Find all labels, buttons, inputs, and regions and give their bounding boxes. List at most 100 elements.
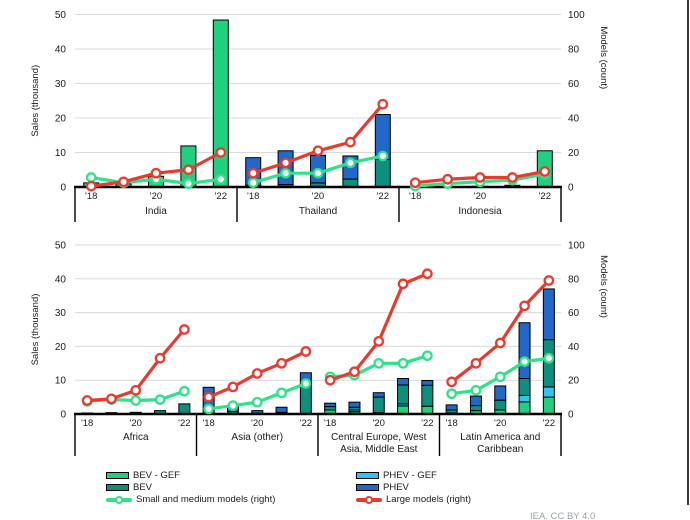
top-chart: 0 10 20 30 40 50 0 20 40 60 80 100 Sales (thousand) M… <box>30 10 609 222</box>
large-models-line-marker <box>539 166 551 177</box>
panel-label: Asia (other) <box>231 432 283 443</box>
legend-column-left: BEV - GEF BEV Small and medium models (r… <box>106 469 275 506</box>
large-models-line-marker <box>345 136 356 148</box>
bar-segment-bev <box>374 158 391 188</box>
year-tick-label: '22 <box>543 418 555 429</box>
left-axis-title: Sales (thousand) <box>30 294 41 366</box>
bar-segment-bev_gef <box>542 396 555 415</box>
small-medium-models-line-marker <box>247 177 259 189</box>
large-models-line-marker <box>276 357 287 369</box>
large-models-line-marker <box>215 147 227 158</box>
right-axis-tick-label: 0 <box>568 183 574 194</box>
bar-segment-bev <box>324 406 337 411</box>
source-credit: IEA. CC BY 4.0 <box>530 511 596 520</box>
bar-segment-phev <box>397 378 410 386</box>
large-models-line-marker <box>280 157 291 169</box>
right-axis-tick-label: 100 <box>568 241 585 252</box>
phev-swatch-icon <box>356 484 379 492</box>
large-models-line-marker <box>118 176 129 188</box>
legend-label: Large models (right) <box>386 494 472 506</box>
right-axis-tick-label: 0 <box>568 410 574 421</box>
large-models-line-marker <box>85 180 97 192</box>
legend-column-right: PHEV - GEF PHEV Large models (right) <box>356 469 471 506</box>
small-medium-models-line-marker <box>397 357 409 369</box>
legend-item-bev-gef: BEV - GEF <box>106 469 275 481</box>
small-medium-models-line-marker <box>345 157 356 169</box>
large-models-line-marker <box>312 145 324 157</box>
panel-label: Latin America and <box>460 432 540 443</box>
legend-item-phev-gef: PHEV - GEF <box>356 469 471 481</box>
left-axis-tick-label: 0 <box>60 410 66 421</box>
year-tick-label: '22 <box>215 191 227 202</box>
legend-item-large-models: Large models (right) <box>356 494 471 506</box>
bar-segment-phev <box>421 380 434 386</box>
small-medium-models-line-marker <box>373 357 385 369</box>
bottom-chart: 0 10 20 30 40 50 0 20 40 60 80 100 Sales (thousand) M… <box>30 241 609 456</box>
bar-segment-phev <box>494 385 507 401</box>
small-medium-models-line-marker <box>276 387 287 399</box>
bar-segment-bev <box>421 384 434 407</box>
bar-segment-phev_gef <box>542 386 555 398</box>
large-models-line-marker <box>150 167 162 179</box>
year-tick-label: '22 <box>539 191 551 202</box>
large-models-line-marker <box>397 278 409 290</box>
bar-segment-phev_gef <box>518 394 531 403</box>
large-models-line-marker <box>519 300 530 312</box>
large-models-line-marker <box>203 391 214 403</box>
large-models-line-marker <box>446 376 457 388</box>
bar-segment-phev <box>445 404 458 411</box>
legend-item-small-medium-models: Small and medium models (right) <box>106 494 275 506</box>
small-medium-models-line-marker <box>421 350 433 362</box>
large-models-line-marker <box>324 374 336 386</box>
bar-segment-bev <box>469 405 482 412</box>
small-medium-models-line-marker <box>543 352 555 364</box>
small-medium-models-line-marker <box>251 396 263 408</box>
large-models-line <box>450 278 551 384</box>
bar-segment-phev <box>542 288 555 341</box>
legend-item-bev: BEV <box>106 481 275 493</box>
left-axis-tick-label: 30 <box>55 308 67 319</box>
bar-segment-phev <box>324 402 337 408</box>
large-models-line-marker <box>81 395 93 406</box>
bar-segment-bev <box>372 396 385 414</box>
left-axis-tick-label: 50 <box>55 10 67 21</box>
panel-label: Asia, Middle East <box>340 444 417 455</box>
large-models-line-marker <box>373 335 385 347</box>
left-axis-title: Sales (thousand) <box>30 65 41 137</box>
left-axis-tick-label: 40 <box>55 274 67 285</box>
year-tick-label: '22 <box>377 191 389 202</box>
panel-label: Caribbean <box>477 444 523 455</box>
left-axis-tick-label: 50 <box>55 241 67 252</box>
panel-label: India <box>145 206 167 217</box>
year-tick-label: '18 <box>81 418 93 429</box>
bar-segment-phev <box>372 392 385 398</box>
small-medium-line-icon <box>106 495 132 504</box>
large-models-line-icon <box>356 495 382 504</box>
bar-segment-bev_gef <box>518 401 531 415</box>
panel-label: Indonesia <box>458 206 502 217</box>
bar-segment-phev <box>348 401 361 408</box>
legend-item-phev: PHEV <box>356 481 471 493</box>
small-medium-models-line-marker <box>215 173 227 185</box>
legend-label: PHEV <box>383 482 409 494</box>
large-models-line-marker <box>179 324 190 335</box>
large-models-line-marker <box>349 366 360 378</box>
right-axis-tick-label: 40 <box>568 114 580 125</box>
right-axis-title: Models (count) <box>598 26 609 89</box>
large-models-line-marker <box>130 384 142 396</box>
right-axis-tick-label: 60 <box>568 79 580 90</box>
small-medium-models-line-marker <box>494 371 506 383</box>
right-axis-tick-label: 60 <box>568 308 580 319</box>
small-medium-models-line-marker <box>519 356 530 367</box>
small-medium-models-line-marker <box>85 172 97 183</box>
bar-segment-bev <box>518 378 531 396</box>
year-tick-label: '18 <box>85 191 97 202</box>
large-models-line-marker <box>227 381 239 393</box>
year-tick-label: '18 <box>202 418 214 429</box>
year-tick-label: '20 <box>130 418 142 429</box>
panel-label: Central Europe, West <box>331 432 427 443</box>
large-models-line-marker <box>409 177 421 189</box>
left-axis-tick-label: 0 <box>60 183 66 194</box>
